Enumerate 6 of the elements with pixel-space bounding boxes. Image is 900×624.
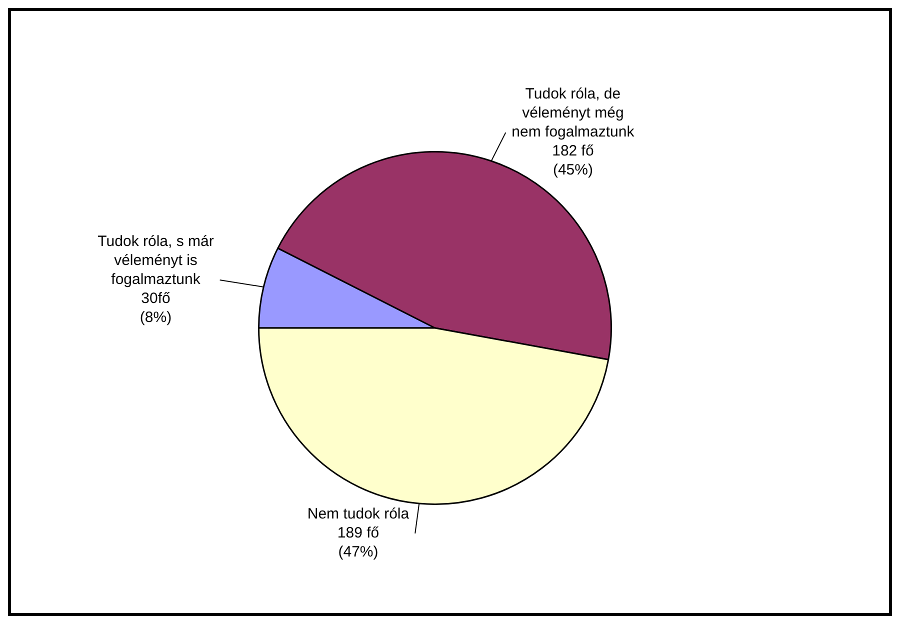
data-label: 189 fő (47%) — [337, 524, 380, 561]
data-label: 182 fő (45%) — [552, 142, 594, 179]
slice-label: Tudok róla, s már véleményt is fogalmaztunk — [98, 233, 214, 288]
data-label: 30fő (8%) — [140, 290, 172, 326]
slice-label: Nem tudok róla — [307, 506, 410, 523]
slice-label: Tudok róla, de véleményt még nem fogalmaztunk — [512, 86, 635, 141]
